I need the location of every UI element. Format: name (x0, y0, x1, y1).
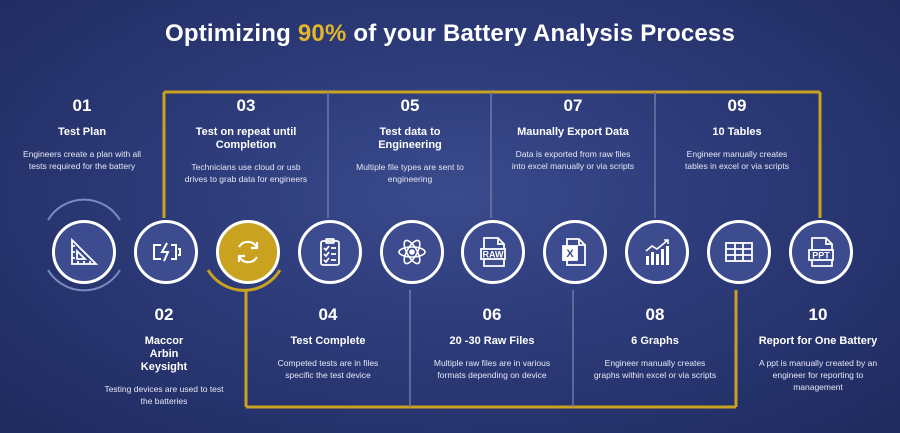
step-02: 02 Maccor Arbin Keysight Testing devices… (102, 305, 226, 407)
step-heading: Maunally Export Data (517, 126, 629, 138)
ppt-file-icon: PPT (789, 220, 853, 284)
step-heading: 6 Graphs (631, 335, 679, 347)
step-01: 01 Test Plan Engineers create a plan wit… (20, 96, 144, 172)
step-heading: Report for One Battery (758, 335, 878, 347)
step-03: 03 Test on repeat until Completion Techn… (184, 96, 308, 185)
battery-charging-icon (134, 220, 198, 284)
step-description: Technicians use cloud or usb drives to g… (184, 162, 308, 184)
svg-text:X: X (566, 248, 574, 260)
raw-file-icon: RAW (461, 220, 525, 284)
step-07: 07 Maunally Export Data Data is exported… (511, 96, 635, 172)
step-04: 04 Test Complete Competed tests are in f… (266, 305, 390, 381)
step-heading: Maccor Arbin Keysight (140, 335, 188, 373)
excel-export-icon: X (543, 220, 607, 284)
step-number: 03 (236, 96, 256, 115)
repeat-cycle-icon (216, 220, 280, 284)
step-number: 05 (400, 96, 420, 115)
step-description: Competed tests are in files specific the… (277, 358, 379, 380)
step-08: 08 6 Graphs Engineer manually creates gr… (593, 305, 717, 381)
title-accent: 90% (297, 20, 347, 47)
bar-chart-icon (625, 220, 689, 284)
step-heading: Test Plan (57, 126, 107, 138)
ruler-triangle-icon (52, 220, 116, 284)
table-icon (707, 220, 771, 284)
step-description: Testing devices are used to test the bat… (104, 384, 224, 406)
checklist-clipboard-icon (298, 220, 362, 284)
svg-text:RAW: RAW (483, 250, 505, 260)
page-title: Optimizing 90% of your Battery Analysis … (164, 20, 736, 47)
step-number: 06 (482, 305, 502, 324)
step-heading: 20 -30 Raw Files (449, 335, 535, 347)
step-description: Engineers create a plan with all tests r… (22, 149, 142, 171)
atom-icon (380, 220, 444, 284)
svg-text:PPT: PPT (812, 251, 830, 261)
step-number: 07 (563, 96, 583, 115)
step-heading: Test on repeat until Completion (195, 126, 297, 151)
step-number: 10 (808, 305, 828, 324)
step-description: A ppt is manually created by an engineer… (758, 358, 878, 392)
step-description: Multiple raw files are in various format… (433, 358, 551, 380)
step-description: Engineer manually creates tables in exce… (685, 149, 789, 171)
step-number: 02 (154, 305, 174, 324)
step-number: 08 (645, 305, 665, 324)
step-heading: Test data to Engineering (378, 126, 442, 151)
step-description: Engineer manually creates graphs within … (593, 358, 717, 380)
step-heading: 10 Tables (712, 126, 762, 138)
step-heading: Test Complete (290, 335, 366, 347)
step-number: 01 (72, 96, 92, 115)
step-06: 06 20 -30 Raw Files Multiple raw files a… (430, 305, 554, 381)
step-number: 09 (727, 96, 747, 115)
step-description: Multiple file types are sent to engineer… (356, 162, 464, 184)
step-description: Data is exported from raw files into exc… (511, 149, 635, 171)
step-09: 09 10 Tables Engineer manually creates t… (675, 96, 799, 172)
step-number: 04 (318, 305, 338, 324)
step-05: 05 Test data to Engineering Multiple fil… (348, 96, 472, 185)
step-10: 10 Report for One Battery A ppt is manua… (756, 305, 880, 393)
